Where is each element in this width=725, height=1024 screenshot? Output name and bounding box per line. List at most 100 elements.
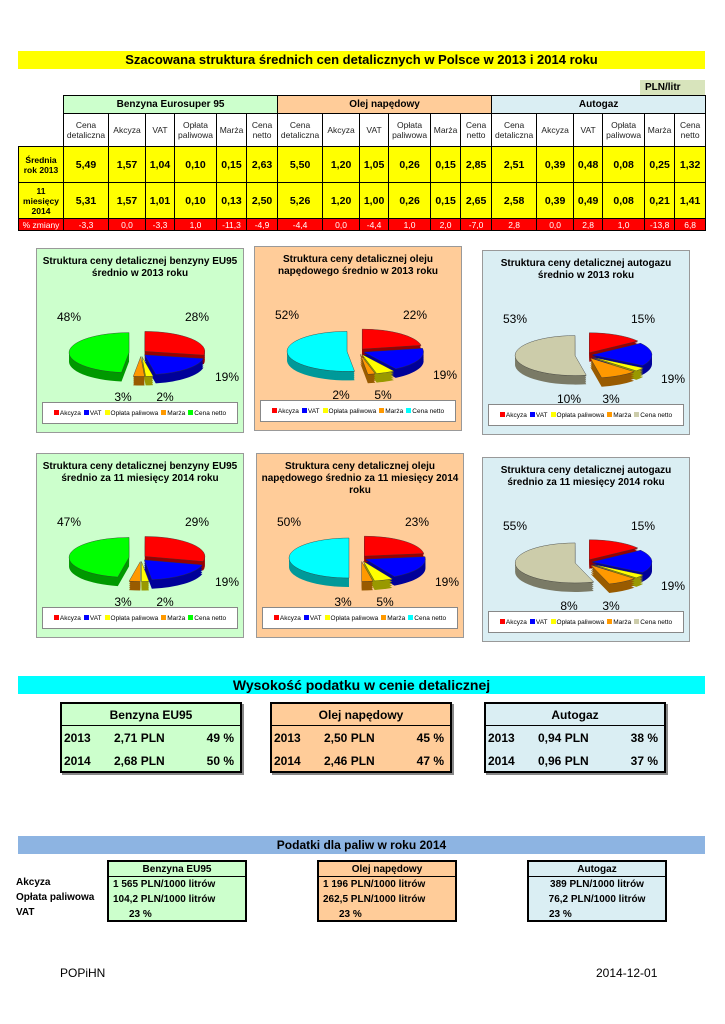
table-cell: 1,00 <box>359 182 390 219</box>
tax-value: 2014 <box>488 753 515 768</box>
column-header: Cena detaliczna <box>63 113 109 147</box>
table-cell: 0,15 <box>216 146 247 183</box>
table-cell: 1,0 <box>174 218 217 231</box>
data-label: 3% <box>114 390 132 404</box>
fuel-tax-value: 23 % <box>129 909 152 920</box>
legend-item: Akcyza <box>53 409 81 417</box>
legend-label: Akcyza <box>59 614 81 622</box>
pie-slice-cena-netto <box>514 335 587 376</box>
table-cell: 2,65 <box>460 182 493 219</box>
pie-slice-akcyza <box>589 332 639 354</box>
table-cell: 2,0 <box>430 218 462 231</box>
tax-value: 38 % <box>630 730 658 745</box>
tax-value: 0,94 PLN <box>538 730 589 745</box>
pie-chart: 28% 19% 2% 3% 48% Struktura ceny detalicznej … <box>36 248 244 433</box>
tax-value: 50 % <box>206 753 234 768</box>
pie-slice-marża <box>590 564 636 585</box>
table-cell: 6,8 <box>674 218 707 231</box>
legend-label: VAT <box>309 614 322 622</box>
table-cell: 1,57 <box>108 182 146 219</box>
table-cell: 0,49 <box>573 182 604 219</box>
table-cell: -4,9 <box>245 218 279 231</box>
tax-table-header: Autogaz <box>486 704 664 726</box>
tax-value: 2,46 PLN <box>324 753 375 768</box>
legend-item: Cena netto <box>406 407 444 415</box>
column-header: Marża <box>216 113 247 147</box>
data-label: 23% <box>405 515 429 529</box>
fuel-tax-table-header: Benzyna EU95 <box>109 862 245 877</box>
pie-slice-akcyza <box>589 539 639 561</box>
legend-item: Opłata paliwowa <box>104 409 159 417</box>
legend-item: Akcyza <box>499 618 527 626</box>
column-header: VAT <box>359 113 390 147</box>
pie-slice-marża <box>128 560 141 582</box>
data-label: 3% <box>602 599 620 613</box>
table-cell: -13,8 <box>644 218 676 231</box>
legend-item: Marża <box>607 618 631 626</box>
column-header: Cena detaliczna <box>491 113 538 147</box>
column-header: Akcyza <box>322 113 361 147</box>
tax-table-row: 2014 2,68 PLN 50 % <box>62 749 240 772</box>
legend-item: VAT <box>529 411 548 419</box>
pie-slice-opłata-paliwowa <box>361 354 395 374</box>
legend-item: VAT <box>529 618 548 626</box>
tax-value: 2013 <box>64 730 91 745</box>
table-cell: 0,10 <box>174 182 217 219</box>
legend-label: Akcyza <box>505 411 527 419</box>
column-header: VAT <box>145 113 175 147</box>
fuel-tax-table-header: Olej napędowy <box>319 862 455 877</box>
legend-label: Opłata paliwowa <box>110 409 159 417</box>
tax-value: 0,96 PLN <box>538 753 589 768</box>
legend-label: Marża <box>385 407 404 415</box>
legend-label: Marża <box>387 614 406 622</box>
fuel-tax-value: 104,2 PLN/1000 litrów <box>113 894 216 905</box>
legend-label: Akcyza <box>277 407 299 415</box>
legend-item: Akcyza <box>271 407 299 415</box>
pie-chart: 29% 19% 2% 3% 47% Struktura ceny detalicznej … <box>36 453 244 638</box>
fuel-tax-table: Benzyna EU95 1 565 PLN/1000 litrów 104,2 P… <box>107 860 247 922</box>
tax-table: Autogaz 2013 0,94 PLN 38 % 2014 0,96 PLN 37 % <box>484 702 666 773</box>
row-label: Średnia rok 2013 <box>18 146 64 183</box>
legend-item: Cena netto <box>634 618 672 626</box>
group-header: Benzyna Eurosuper 95 <box>62 95 279 114</box>
table-cell: 0,21 <box>644 182 676 219</box>
fuel-tax-value: 389 PLN/1000 litrów <box>550 879 644 890</box>
tax-section-title: Wysokość podatku w cenie detalicznej <box>18 676 705 694</box>
tax-value: 2014 <box>64 753 91 768</box>
column-header: Marża <box>430 113 462 147</box>
column-header: VAT <box>573 113 604 147</box>
legend-item: Opłata paliwowa <box>324 614 378 622</box>
legend-item: Opłata paliwowa <box>322 407 376 415</box>
chart-title: Struktura ceny detalicznej benzyny EU95 … <box>42 256 238 279</box>
table-cell: 0,0 <box>322 218 361 231</box>
data-label: 19% <box>661 372 685 386</box>
table-cell: 1,20 <box>322 182 361 219</box>
fuel-tax-value: 262,5 PLN/1000 litrów <box>323 894 426 905</box>
legend-label: Cena netto <box>640 411 673 419</box>
table-cell: 5,31 <box>63 182 109 219</box>
tax-value: 2,50 PLN <box>324 730 375 745</box>
data-label: 2% <box>156 390 174 404</box>
pie-slice-marża <box>589 357 635 378</box>
table-cell: 0,26 <box>388 182 432 219</box>
column-header: Opłata paliwowa <box>602 113 646 147</box>
data-label: 52% <box>275 308 299 322</box>
table-cell: 0,15 <box>430 146 462 183</box>
table-cell: -4,4 <box>277 218 324 231</box>
column-header: Opłata paliwowa <box>174 113 217 147</box>
legend-item: Marża <box>379 407 404 415</box>
data-label: 3% <box>334 595 352 609</box>
tax-table: Olej napędowy 2013 2,50 PLN 45 % 2014 2,46 PL… <box>270 702 452 773</box>
pie-slice-vat <box>591 549 653 573</box>
fuel-tax-table-header: Autogaz <box>529 862 665 877</box>
data-label: 3% <box>602 392 620 406</box>
tax-value: 2,68 PLN <box>114 753 165 768</box>
group-header: Autogaz <box>491 95 707 114</box>
table-cell: 0,26 <box>388 146 432 183</box>
table-cell: 5,50 <box>277 146 324 183</box>
fuel-tax-value: 23 % <box>339 909 362 920</box>
table-cell: 2,8 <box>573 218 604 231</box>
data-label: 19% <box>215 575 239 589</box>
legend-label: Opłata paliwowa <box>110 614 159 622</box>
chart-legend: Akcyza VAT Opłata paliwowa Marża Cena netto <box>488 611 684 633</box>
